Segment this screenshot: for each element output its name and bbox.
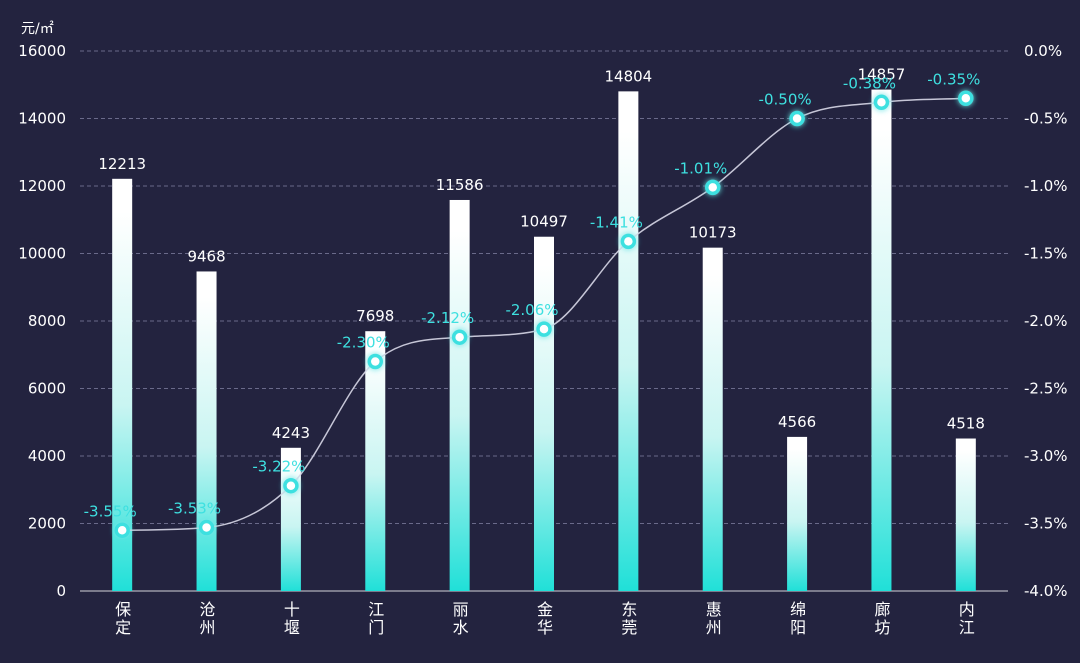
bar-6 — [618, 91, 639, 592]
line-point-0 — [114, 522, 130, 538]
line-value-labels: -3.55% -3.53% -3.22% -2.30% -2.12% -2.06% -1.4… — [84, 70, 981, 520]
line-point-10 — [958, 90, 974, 106]
bar-value-label: 12213 — [98, 155, 146, 173]
bar-value-label: 4566 — [778, 413, 816, 431]
y-right-tick-label: 0.0% — [1024, 42, 1062, 60]
y-left-tick-label: 14000 — [18, 110, 66, 128]
y-left-tick-label: 2000 — [28, 515, 66, 533]
line-point-1 — [198, 519, 215, 536]
y-left-tick-label: 16000 — [18, 42, 66, 60]
line-value-label: -0.50% — [759, 91, 812, 109]
line-point-4 — [451, 329, 468, 345]
bar-7 — [702, 247, 723, 591]
x-category-label: 江门 — [368, 600, 384, 637]
x-axis-category-labels: 保定 沧州 十堰 江门 丽水 金华 东莞 惠州 绵阳 廊坊 内江 — [115, 600, 975, 637]
y-left-tick-label: 10000 — [18, 245, 66, 263]
x-category-label: 金华 — [537, 600, 553, 637]
bar-value-labels: 12213 9468 4243 7698 11586 10497 14804 10173 456… — [98, 66, 985, 442]
bar-10 — [955, 438, 976, 591]
bar-value-label: 4518 — [947, 415, 985, 433]
bar-value-label: 9468 — [187, 247, 225, 265]
y-left-tick-label: 6000 — [28, 380, 66, 398]
x-category-label: 沧州 — [200, 600, 216, 637]
bar-value-label: 4243 — [272, 424, 310, 442]
bar-9 — [871, 89, 892, 592]
y-left-tick-label: 8000 — [28, 312, 66, 330]
line-point-8 — [789, 110, 805, 127]
bar-0 — [112, 178, 133, 591]
y-left-tick-label: 12000 — [18, 177, 66, 195]
y-left-tick-label: 0 — [56, 582, 66, 600]
bar-series — [112, 89, 976, 592]
line-point-3 — [367, 353, 384, 370]
x-category-label: 内江 — [959, 600, 975, 637]
y-right-tick-label: -2.5% — [1024, 380, 1068, 398]
bar-value-label: 14857 — [858, 66, 906, 84]
y-right-tick-label: -3.5% — [1024, 515, 1068, 533]
y-right-tick-label: -2.0% — [1024, 312, 1068, 330]
line-point-7 — [704, 179, 721, 196]
x-category-label: 东莞 — [621, 600, 637, 637]
bar-1 — [196, 271, 217, 591]
y-right-tick-label: -1.0% — [1024, 177, 1068, 195]
line-value-label: -0.38% — [843, 74, 896, 92]
left-axis: 元/㎡ 0 2000 4000 6000 8000 10000 12000 14000 1600… — [18, 21, 66, 600]
line-value-label: -2.06% — [505, 301, 558, 319]
y-left-tick-label: 4000 — [28, 447, 66, 465]
bar-value-label: 11586 — [436, 176, 484, 194]
line-point-5 — [536, 321, 552, 337]
bar-3 — [365, 331, 386, 591]
bar-5 — [534, 236, 554, 591]
y-right-tick-label: -4.0% — [1024, 582, 1068, 600]
line-point-2 — [283, 477, 299, 494]
line-value-label: -0.35% — [927, 70, 980, 88]
x-category-label: 十堰 — [284, 600, 300, 637]
x-category-label: 廊坊 — [874, 600, 890, 637]
x-category-label: 丽水 — [453, 600, 469, 637]
line-value-label: -1.01% — [674, 159, 727, 177]
line-value-label: -2.12% — [421, 309, 474, 327]
y-right-tick-label: -0.5% — [1024, 110, 1068, 128]
bar-value-label: 10173 — [689, 224, 737, 242]
bar-8 — [787, 436, 808, 591]
y-axis-unit-label: 元/㎡ — [21, 21, 54, 37]
bar-value-label: 14804 — [605, 67, 653, 85]
y-right-tick-label: -3.0% — [1024, 447, 1068, 465]
right-axis: -4.0% -3.5% -3.0% -2.5% -2.0% -1.5% -1.0% -0.5%… — [1024, 42, 1068, 600]
bar-4 — [449, 199, 470, 591]
line-value-label: -1.41% — [590, 213, 643, 231]
x-category-label: 绵阳 — [790, 600, 806, 637]
bar-value-label: 7698 — [356, 307, 394, 325]
x-category-label: 惠州 — [706, 600, 722, 637]
line-point-6 — [620, 233, 637, 250]
y-right-tick-label: -1.5% — [1024, 245, 1068, 263]
line-value-label: -2.30% — [337, 334, 390, 352]
line-value-label: -3.55% — [84, 502, 137, 520]
line-point-9 — [873, 94, 890, 111]
line-value-label: -3.53% — [168, 500, 221, 518]
bar-value-label: 10497 — [520, 213, 568, 231]
x-category-label: 保定 — [115, 600, 131, 637]
line-value-label: -3.22% — [252, 458, 305, 476]
line-points — [114, 90, 974, 538]
